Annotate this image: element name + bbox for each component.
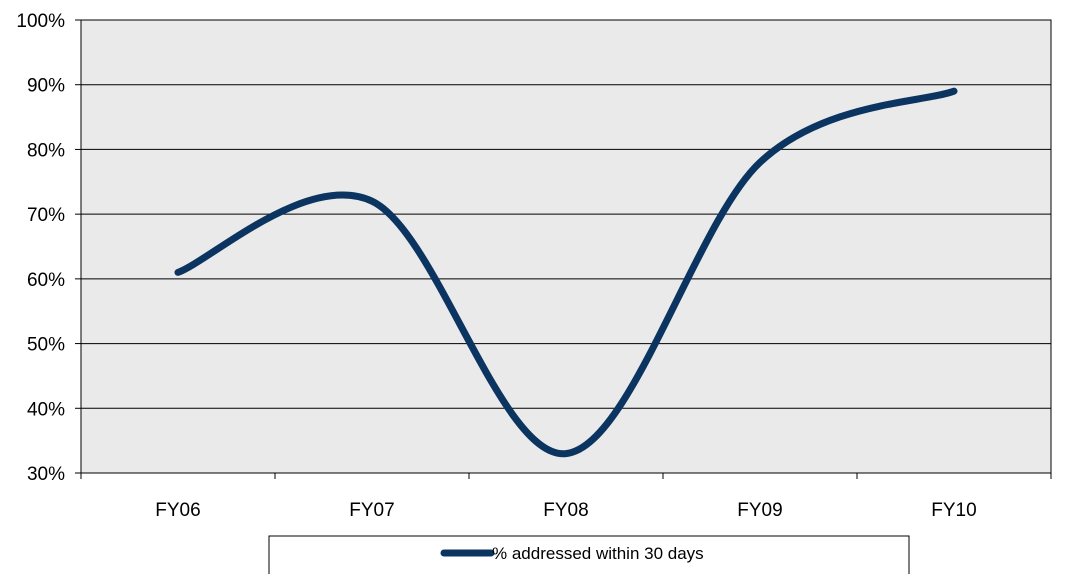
y-tick-label: 70% [27,205,65,226]
legend: % addressed within 30 days [268,535,910,574]
y-tick-label: 30% [27,464,65,485]
y-tick-label: 90% [27,76,65,97]
y-tick-label: 100% [16,11,65,32]
plot-area [80,19,1052,474]
x-tick-label: FY06 [155,500,200,521]
x-axis-ticks: FY06 FY07 FY08 FY09 FY10 [155,500,976,521]
x-tick-label: FY07 [349,500,394,521]
x-tick-label: FY10 [931,500,976,521]
legend-label: % addressed within 30 days [492,544,704,563]
series-group [174,87,958,458]
y-tick-label: 80% [27,140,65,161]
x-tick-label: FY08 [543,500,588,521]
y-tick-label: 50% [27,335,65,356]
legend-box [268,535,910,574]
y-tick-label: 60% [27,270,65,291]
y-tick-label: 40% [27,399,65,420]
axes [75,19,1052,479]
gridlines [81,84,1051,409]
x-tick-label: FY09 [737,500,782,521]
y-axis-ticks: 30% 40% 50% 60% 70% 80% 90% 100% [16,11,65,485]
